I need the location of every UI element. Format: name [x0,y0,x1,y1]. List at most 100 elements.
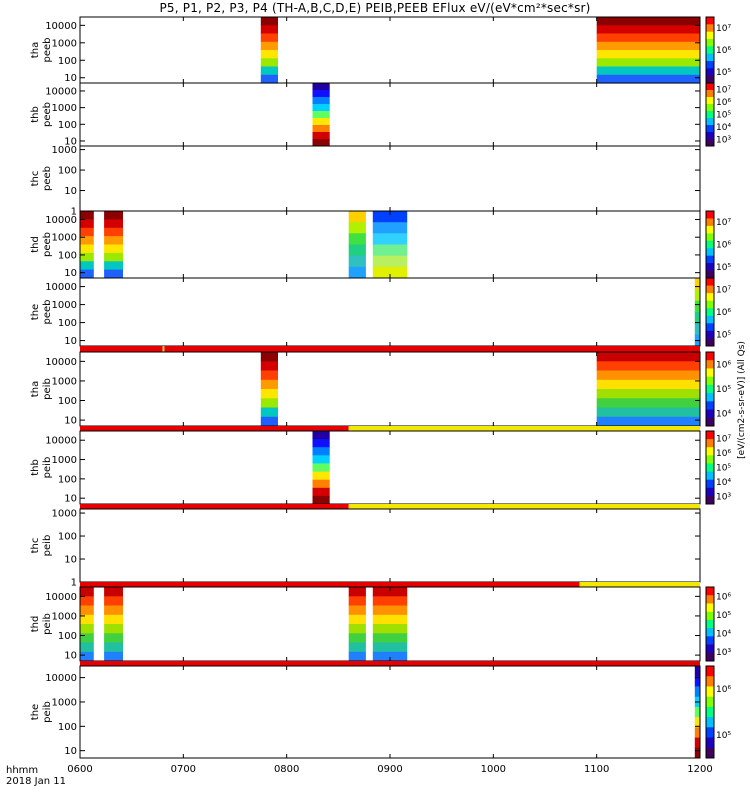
colorbar-segment [706,352,714,361]
y-tick-label: 100 [58,318,77,329]
colorbar-segment [706,323,714,332]
quality-flag-bar [80,346,163,352]
panel-frame [79,430,701,505]
spectrogram-band [104,211,123,220]
y-tick-label: 10000 [45,215,77,226]
colorbar-segment [706,270,714,279]
quality-flag-bar [80,582,580,587]
y-tick-label: 100 [58,56,77,67]
panel-thc-peeb: 1 10 100 1000 thc peeb [30,145,701,218]
colorbar-segment [706,431,714,440]
spectrogram-band [348,596,366,607]
spectrogram-band [596,407,700,418]
x-tick-label: 0600 [67,764,92,775]
colorbar-segment [706,384,714,394]
spectrogram-band [104,651,123,662]
panel-tha-peeb: 10 100 1000 10000 tha peeb 10⁵ 10⁶ 10⁷ [30,16,731,84]
colorbar-segment [706,447,714,456]
spectrogram-band [312,431,330,440]
colorbar-segment [706,368,714,378]
spectrogram-band [348,255,366,268]
colorbar-tick-label: 10⁶ [716,241,731,251]
spectrogram-band [694,727,700,738]
colorbar-tick-label: 10⁵ [716,331,731,341]
spectrogram-band [104,614,123,625]
panel-thd-peeb: 10 100 1000 10000 thd peeb 10⁵ 10⁶ 10⁷ [30,210,731,279]
colorbar-frame [705,430,715,505]
y-tick-label: 1000 [52,103,77,114]
y-axis-label: tha [30,381,41,397]
spectrogram-band [104,587,123,597]
footer-date: 2018 Jan 11 [6,776,66,787]
y-tick-label: 1000 [52,509,77,520]
spectrogram-band [694,312,700,324]
spectrogram-band [312,111,330,119]
spectrogram-band [694,706,700,718]
colorbar-segment [706,225,714,234]
spectrogram-band [312,118,330,126]
spectrogram-band [80,596,94,607]
spectrogram-band [312,139,330,147]
colorbar-segment [706,240,714,249]
spectrogram-band [312,90,330,98]
quality-flag-bar [348,426,700,431]
colorbar-segment [706,46,714,55]
colorbar-tick-label: 10⁶ [716,360,731,370]
spectrogram-band [596,33,700,43]
colorbar-segment [706,603,714,613]
colorbar-segment [706,376,714,386]
colorbar-tick-label: 10⁶ [716,46,731,56]
spectrogram-band [694,676,700,687]
panel-thb-peeb: 10 100 1000 10000 thb peeb 10³ 10⁴ 10⁵ 10⁶ 10⁷ [30,82,731,147]
spectrogram-band [80,211,94,220]
colorbar-segment [706,17,714,25]
spectrogram-band [80,605,94,616]
colorbar-segment [706,611,714,621]
y-tick-label: 10 [64,268,77,279]
spectrogram-band [104,252,123,262]
x-tick-label: 0700 [171,764,196,775]
y-tick-label: 1000 [52,376,77,387]
y-tick-label: 10 [64,416,77,427]
y-axis-label: peeb [42,102,53,127]
colorbar-tick-label: 10⁵ [716,263,731,273]
spectrogram-band [348,642,366,653]
y-tick-label: 100 [58,722,77,733]
spectrogram-band [348,222,366,234]
y-tick-label: 10 [64,746,77,757]
spectrogram-band [694,666,700,677]
spectrogram-band [260,50,278,59]
spectrogram-band [372,642,408,653]
spectrogram-band [694,300,700,313]
colorbar-segment [706,330,714,339]
quality-flag-bar [80,504,349,509]
footer-hhmm: hhmm [6,765,39,776]
y-tick-label: 10 [64,186,77,197]
spectrogram-band [104,624,123,634]
y-axis-label: thb [30,459,41,476]
colorbar-segment [706,104,714,112]
spectrogram-band [596,50,700,59]
y-tick-label: 100 [58,474,77,485]
colorbar-segment [706,118,714,126]
spectrogram-band [596,41,700,51]
spectrogram-band [372,222,408,234]
spectrogram-band [694,686,700,698]
y-tick-label: 10 [64,555,77,566]
panel-thd-peib: 10 100 1000 10000 thd peib 10³ 10⁴ 10⁵ 10⁶ [30,586,731,666]
y-axis-label: peib [42,378,53,400]
spectrogram-band [80,624,94,634]
spectrogram-band [348,633,366,644]
colorbar-segment [706,636,714,646]
spectrogram-band [260,398,278,409]
colorbar-frame [705,82,715,147]
y-tick-label: 100 [58,532,77,543]
spectrogram-band [694,737,700,749]
colorbar-tick-label: 10⁷ [716,434,731,444]
y-tick-label: 1000 [52,233,77,244]
spectrogram-band [104,596,123,607]
colorbar-segment [706,706,714,718]
spectrogram-band [312,471,330,481]
colorbar-tick-label: 10⁷ [716,285,731,295]
y-axis-label: thd [30,616,41,633]
